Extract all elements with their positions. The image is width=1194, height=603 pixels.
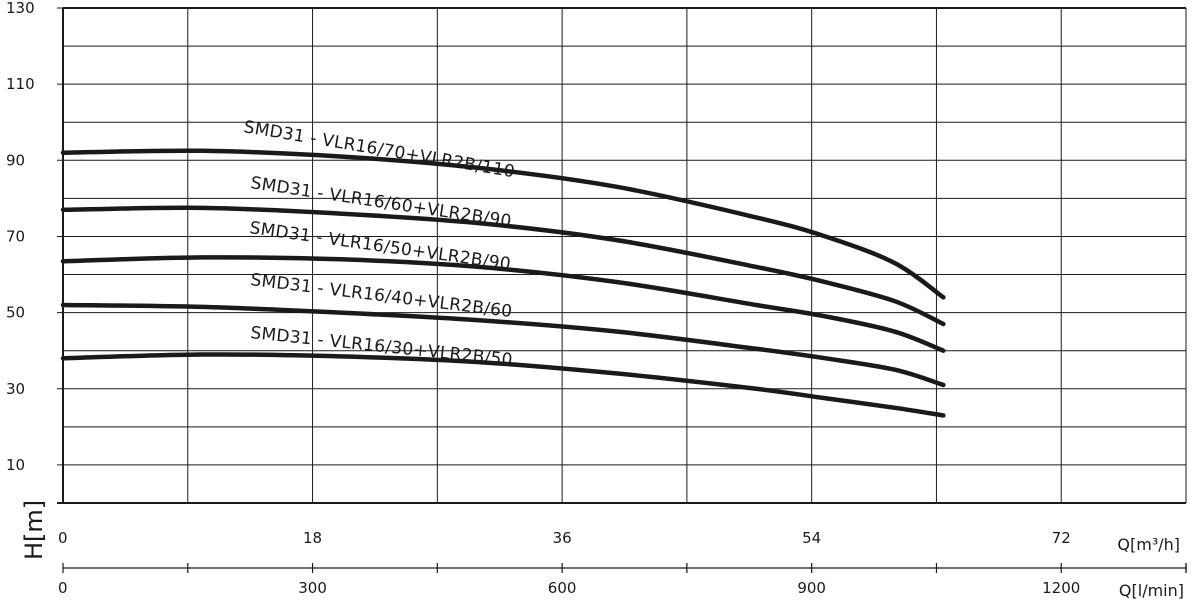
x2-tick-label: 300 bbox=[298, 579, 327, 597]
y-tick-label: 30 bbox=[6, 380, 25, 398]
series-curve bbox=[60, 255, 946, 353]
y-axis-label: H[m] bbox=[20, 500, 48, 560]
curves bbox=[60, 148, 946, 418]
x2-axis-label: Q[l/min] bbox=[1119, 581, 1184, 600]
x-axis-label: Q[m³/h] bbox=[1117, 535, 1180, 554]
y-tick-label: 130 bbox=[6, 0, 35, 17]
x-tick-label: 0 bbox=[58, 529, 68, 547]
series-curve bbox=[60, 302, 946, 388]
series-label: SMD31 - VLR16/30+VLR2B/50 bbox=[249, 323, 513, 370]
x2-tick-label: 600 bbox=[548, 579, 577, 597]
y-tick-label: 10 bbox=[6, 456, 25, 474]
x2-tick-label: 1200 bbox=[1042, 579, 1080, 597]
x-tick-labels: 0 18 36 54 72 bbox=[58, 529, 1071, 547]
x-tick-label: 36 bbox=[553, 529, 572, 547]
series-label: SMD31 - VLR16/50+VLR2B/90 bbox=[248, 218, 512, 274]
y-tick-labels: 10 30 50 70 90 110 130 bbox=[6, 0, 35, 474]
y-tick-label: 70 bbox=[6, 227, 25, 245]
axes bbox=[57, 7, 1186, 504]
series-curve bbox=[60, 205, 946, 327]
y-tick-label: 110 bbox=[6, 75, 35, 93]
y-tick-label: 90 bbox=[6, 151, 25, 169]
y-tick-label: 50 bbox=[6, 304, 25, 322]
x2-tick-label: 900 bbox=[797, 579, 826, 597]
series-curve bbox=[60, 352, 946, 418]
series-curve bbox=[60, 148, 946, 300]
x-tick-label: 54 bbox=[802, 529, 821, 547]
secondary-x-axis: 0 300 600 900 1200 bbox=[58, 563, 1187, 597]
series-label: SMD31 - VLR16/70+VLR2B/110 bbox=[242, 117, 516, 182]
x-tick-label: 18 bbox=[303, 529, 322, 547]
x2-tick-label: 0 bbox=[58, 579, 68, 597]
x-tick-label: 72 bbox=[1052, 529, 1071, 547]
